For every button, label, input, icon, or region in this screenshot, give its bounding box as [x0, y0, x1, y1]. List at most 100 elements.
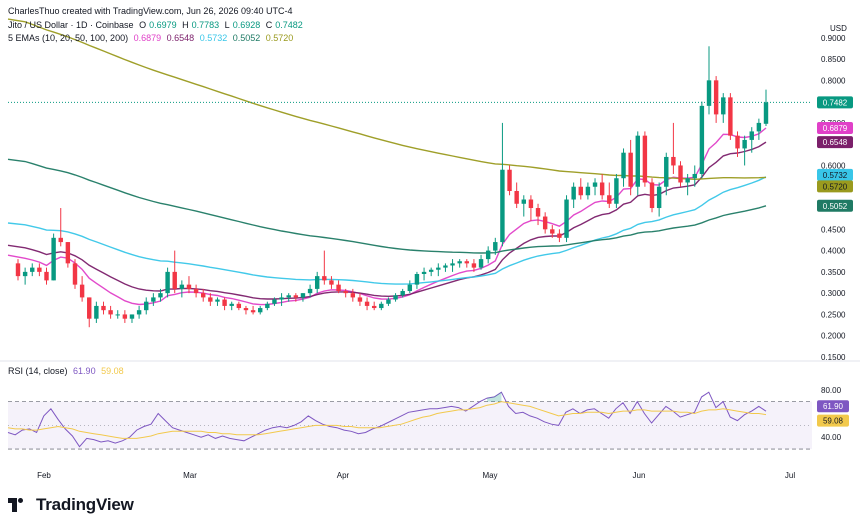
candle-body	[201, 293, 206, 298]
price-axis-tick: 0.8000	[821, 76, 846, 85]
candle-body	[172, 271, 177, 289]
candle-body	[15, 263, 21, 277]
ohlc-low-value: 0.6928	[232, 20, 261, 30]
candle-body	[464, 261, 470, 264]
candle-body	[521, 199, 526, 204]
candle-body	[493, 242, 498, 251]
candle-body	[51, 237, 56, 281]
ema-line-ema-200	[7, 18, 767, 181]
candle-body	[30, 267, 35, 272]
candle-body	[756, 122, 762, 132]
price-badge	[817, 199, 853, 212]
ohlc-open-label: O	[139, 20, 147, 30]
candle-body	[564, 199, 569, 238]
candle-body	[671, 156, 676, 166]
ema-legend[interactable]: 5 EMAs (10, 20, 50, 100, 200) 0.6879 0.6…	[8, 33, 296, 44]
ohlc-close-label: C	[265, 20, 273, 30]
candle-body	[186, 284, 192, 289]
candle-body	[592, 182, 598, 187]
candle-body	[229, 303, 234, 306]
candle-body	[443, 265, 448, 268]
price-axis-tick: 0.4500	[821, 225, 846, 234]
candle-body	[692, 173, 697, 179]
ema-legend-label: 5 EMAs (10, 20, 50, 100, 200)	[8, 33, 129, 43]
candle-body	[364, 301, 370, 306]
candle-body	[329, 280, 334, 285]
ohlc-high-value: 0.7783	[191, 20, 220, 30]
candle-body	[649, 182, 655, 209]
candle-body	[258, 308, 263, 313]
candle-body	[165, 271, 170, 294]
rsi-legend[interactable]: RSI (14, close) 61.90 59.08	[8, 366, 127, 377]
ema-line-ema-10	[7, 127, 767, 306]
price-axis-tick: 0.3000	[821, 289, 846, 298]
ema-line-ema-50	[7, 176, 767, 285]
candle-body	[421, 271, 427, 274]
tradingview-logo-icon	[8, 498, 30, 512]
ema-10-value: 0.6879	[133, 33, 162, 43]
candle-body	[656, 186, 662, 209]
candle-body	[450, 263, 455, 266]
candle-body	[685, 178, 690, 183]
candle-body	[414, 274, 420, 285]
candle-body	[22, 271, 28, 277]
price-axis-tick: 0.2000	[821, 332, 846, 341]
ema-200-value: 0.5720	[265, 33, 294, 43]
candle-body	[514, 191, 519, 204]
candle-body	[37, 267, 42, 272]
candle-body	[678, 165, 683, 183]
candle-body	[507, 169, 512, 191]
candle-body	[193, 288, 199, 294]
candle-body	[79, 284, 85, 298]
price-badge-text: 0.5732	[823, 171, 848, 180]
candle-body	[485, 250, 491, 260]
ema-20-value: 0.6548	[166, 33, 195, 43]
price-badge-text: 0.6879	[823, 124, 848, 133]
chart-credit: CharlesThuo created with TradingView.com…	[8, 6, 296, 17]
price-axis-tick: 0.2500	[821, 310, 846, 319]
price-badge	[817, 180, 853, 193]
candle-body	[728, 97, 733, 136]
candle-body	[500, 169, 505, 243]
rsi-badge-text: 59.08	[823, 417, 844, 426]
candle-body	[87, 297, 92, 319]
candle-body	[144, 301, 149, 311]
symbol-legend[interactable]: Jito / US Dollar · 1D · Coinbase O 0.6979…	[8, 20, 306, 31]
candle-body	[706, 80, 712, 106]
candle-body	[151, 297, 156, 302]
candle-body	[94, 305, 99, 319]
candle-body	[428, 269, 434, 272]
rsi-axis-tick: 80.00	[821, 386, 842, 395]
price-axis-tick: 0.6000	[821, 161, 846, 170]
candle-body	[386, 299, 391, 304]
ohlc-high-label: H	[182, 20, 189, 30]
ema-line-ema-20	[7, 141, 767, 300]
candle-body	[136, 310, 142, 315]
candle-body	[115, 314, 120, 316]
candle-body	[307, 288, 313, 294]
candle-body	[265, 303, 270, 309]
candle-body	[272, 299, 277, 304]
candle-body	[599, 182, 605, 196]
rsi-badge-text: 61.90	[823, 402, 844, 411]
candle-body	[250, 310, 256, 313]
candle-body	[371, 305, 377, 309]
ohlc-low-label: L	[224, 20, 230, 30]
candle-body	[550, 229, 555, 234]
price-badge	[817, 136, 853, 149]
candle-body	[243, 308, 249, 311]
candle-body	[635, 135, 640, 187]
candle-body	[236, 303, 242, 309]
price-axis-tick: 0.1500	[821, 353, 846, 362]
candle-body	[407, 284, 413, 292]
price-badge-text: 0.7482	[823, 98, 848, 107]
tradingview-logo[interactable]: TradingView	[8, 494, 134, 516]
candle-body	[336, 284, 341, 292]
candle-body	[664, 156, 669, 187]
price-badge-text: 0.5720	[823, 182, 848, 191]
candle-body	[300, 293, 306, 298]
rsi-axis-tick: 40.00	[821, 433, 842, 442]
tradingview-brand-text: TradingView	[36, 495, 134, 514]
ohlc-open-value: 0.6979	[149, 20, 177, 30]
